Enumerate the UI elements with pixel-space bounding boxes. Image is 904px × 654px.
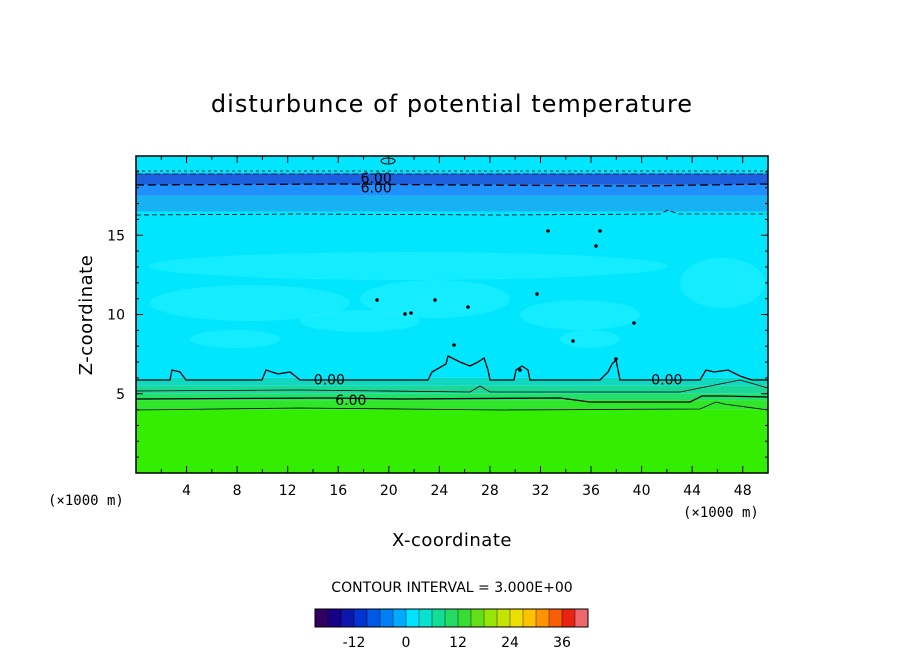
contour-line-9 xyxy=(136,401,768,411)
x-unit-label: (×1000 m) xyxy=(683,505,759,521)
colorbar-bin xyxy=(432,609,446,627)
contour-label: 6.00 xyxy=(335,393,366,409)
colorbar-bin xyxy=(536,609,550,627)
contour-line-neg6 xyxy=(136,183,768,187)
contour-cell xyxy=(466,305,470,309)
field-layer xyxy=(136,156,768,174)
colorbar-bin xyxy=(341,609,355,627)
x-tick-label: 20 xyxy=(380,483,398,499)
contour-label: 6.00 xyxy=(361,171,392,187)
colorbar-bin xyxy=(393,609,407,627)
y-tick-label: 15 xyxy=(107,228,125,244)
colorbar-tick-label: 12 xyxy=(449,635,467,651)
chart-title: disturbunce of potential temperature xyxy=(211,90,693,118)
colorbar-bin xyxy=(484,609,498,627)
field-layer xyxy=(136,195,768,212)
colorbar-bin xyxy=(315,609,329,627)
field-patch xyxy=(560,330,620,348)
contour-cell xyxy=(433,298,437,302)
field-layer xyxy=(136,173,768,185)
x-tick-label: 28 xyxy=(481,483,499,499)
y-tick-label: 5 xyxy=(116,387,125,403)
colorbar-bin xyxy=(380,609,394,627)
contour-cell xyxy=(546,229,550,233)
x-tick-label: 36 xyxy=(582,483,600,499)
colorbar-tick-label: 0 xyxy=(402,635,411,651)
field-patch xyxy=(150,285,350,321)
field-layer xyxy=(136,184,768,196)
field-patch xyxy=(148,252,668,280)
contour-cell xyxy=(598,229,602,233)
contour-interval: CONTOUR INTERVAL = 3.000E+00 xyxy=(331,580,572,596)
contour-line-0 xyxy=(136,355,768,381)
contour-cell xyxy=(403,312,407,316)
field-layer xyxy=(136,377,768,386)
contour-cell xyxy=(452,343,456,347)
contour-label: 0.00 xyxy=(651,372,682,388)
plot-area xyxy=(136,156,768,473)
colorbar-tick-label: -12 xyxy=(343,635,366,651)
y-tick-label: 10 xyxy=(107,308,125,324)
x-tick-label: 48 xyxy=(734,483,752,499)
colorbar-bin xyxy=(328,609,342,627)
colorbar-tick-label: 24 xyxy=(501,635,519,651)
y-unit-label: (×1000 m) xyxy=(48,493,124,509)
field-layer xyxy=(136,400,768,410)
x-tick-label: 40 xyxy=(633,483,651,499)
colorbar-bin xyxy=(458,609,472,627)
field-patch xyxy=(300,310,420,332)
contour-line-6 xyxy=(136,395,768,403)
contour-line-neg3 xyxy=(136,209,768,216)
x-tick-label: 24 xyxy=(430,483,448,499)
contour-line-3 xyxy=(136,379,768,393)
colorbar-bin xyxy=(510,609,524,627)
colorbar-bin xyxy=(471,609,485,627)
colorbar-tick-label: 36 xyxy=(553,635,571,651)
contour-cell xyxy=(614,357,618,361)
contour-cell xyxy=(594,244,598,248)
colorbar-bin xyxy=(562,609,576,627)
x-tick-label: 16 xyxy=(329,483,347,499)
colorbar-bin xyxy=(497,609,511,627)
x-tick-label: 4 xyxy=(182,483,191,499)
contour-label: 6.00 xyxy=(361,181,392,197)
field-layer xyxy=(136,409,768,473)
field-patch xyxy=(190,330,280,348)
colorbar-bin xyxy=(549,609,563,627)
colorbar-bin xyxy=(445,609,459,627)
contour-cell xyxy=(409,311,413,315)
x-tick-label: 44 xyxy=(683,483,701,499)
colorbar-frame xyxy=(314,608,589,628)
contour-cell xyxy=(632,321,636,325)
field-layer xyxy=(136,385,768,394)
field-patch xyxy=(680,258,765,308)
y-axis-label: Z-coordinate xyxy=(76,255,97,376)
contour-cell xyxy=(535,292,539,296)
x-tick-label: 8 xyxy=(233,483,242,499)
x-tick-label: 32 xyxy=(532,483,550,499)
contour-cell xyxy=(375,298,379,302)
colorbar-bin xyxy=(406,609,420,627)
x-tick-label: 12 xyxy=(279,483,297,499)
contour-cell xyxy=(518,368,522,372)
colorbar xyxy=(314,608,589,628)
colorbar-bin xyxy=(419,609,433,627)
contour-label: 0.00 xyxy=(314,372,345,388)
colorbar-bin xyxy=(575,609,589,627)
field-patch xyxy=(520,300,640,330)
contour-cell xyxy=(571,339,575,343)
field-layer xyxy=(136,393,768,401)
x-axis-label: X-coordinate xyxy=(392,530,512,551)
colorbar-bin xyxy=(354,609,368,627)
colorbar-bin xyxy=(523,609,537,627)
contour-cell xyxy=(380,157,396,165)
colorbar-bin xyxy=(367,609,381,627)
